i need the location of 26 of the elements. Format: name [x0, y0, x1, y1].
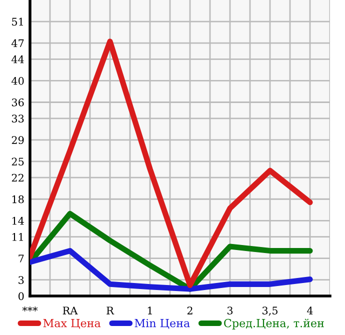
y-tick-label: 40 [12, 76, 24, 85]
y-tick-label: 36 [12, 98, 24, 106]
y-tick-label: 0 [18, 292, 24, 300]
x-tick-label: 1 [148, 306, 152, 314]
y-tick-label: 51 [12, 18, 23, 26]
y-tick-label: 25 [12, 158, 24, 166]
y-tick-label: 3 [18, 276, 24, 284]
legend-label: Min Цена [134, 318, 190, 329]
y-tick-label: 14 [12, 216, 24, 225]
x-tick-label: 4 [307, 306, 313, 314]
y-tick-label: 44 [12, 55, 24, 64]
y-tick-label: 29 [12, 136, 24, 144]
y-tick-label: 22 [12, 174, 24, 182]
y-tick-label: 7 [18, 254, 24, 262]
y-tick-label: 33 [12, 114, 24, 123]
y-tick-label: 11 [12, 233, 23, 241]
x-tick-label: R [106, 306, 114, 314]
x-tick-label: 2 [187, 306, 192, 314]
legend-label: Max Цена [43, 319, 101, 329]
legend-label: Сред.Цена, т.йен [224, 318, 324, 330]
x-tick-label: 3,5 [262, 306, 278, 316]
x-tick-label: 3 [227, 306, 233, 314]
x-tick-label: RA [62, 306, 78, 314]
y-tick-label: 18 [12, 195, 24, 204]
x-tick-label: *** [22, 306, 38, 312]
y-tick-label: 47 [12, 39, 24, 48]
